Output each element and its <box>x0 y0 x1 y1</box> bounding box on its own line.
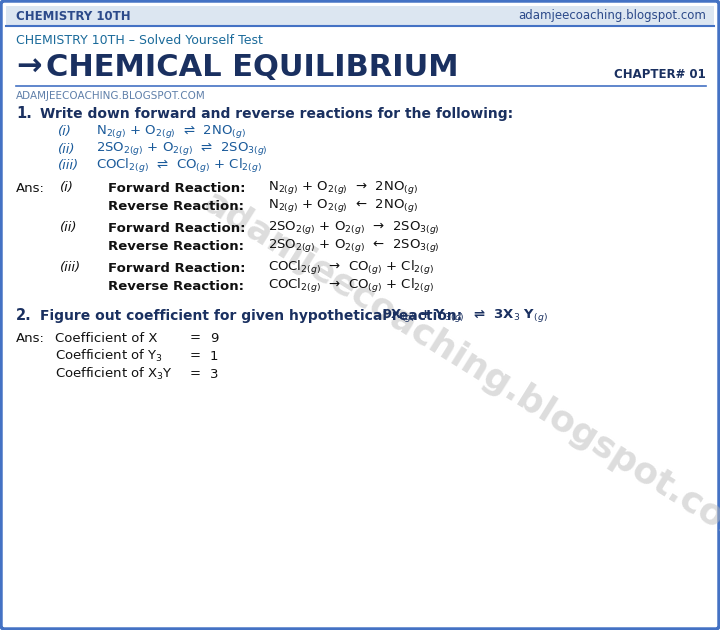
Text: 2SO$_{2(g)}$ + O$_{2(g)}$  ←  2SO$_{3(g)}$: 2SO$_{2(g)}$ + O$_{2(g)}$ ← 2SO$_{3(g)}$ <box>268 238 440 255</box>
Text: COCl$_{2(g)}$  →  CO$_{(g)}$ + Cl$_{2(g)}$: COCl$_{2(g)}$ → CO$_{(g)}$ + Cl$_{2(g)}$ <box>268 277 434 295</box>
Text: Reverse Reaction:: Reverse Reaction: <box>108 239 244 253</box>
Text: 2SO$_{2(g)}$ + O$_{2(g)}$  ⇌  2SO$_{3(g)}$: 2SO$_{2(g)}$ + O$_{2(g)}$ ⇌ 2SO$_{3(g)}$ <box>96 140 268 158</box>
Text: Ans:: Ans: <box>16 181 45 195</box>
Text: N$_{2(g)}$ + O$_{2(g)}$  ⇌  2NO$_{(g)}$: N$_{2(g)}$ + O$_{2(g)}$ ⇌ 2NO$_{(g)}$ <box>96 123 246 140</box>
Text: COCl$_{2(g)}$  ⇌  CO$_{(g)}$ + Cl$_{2(g)}$: COCl$_{2(g)}$ ⇌ CO$_{(g)}$ + Cl$_{2(g)}$ <box>96 157 262 175</box>
Text: 2.: 2. <box>16 309 32 323</box>
Text: (ii): (ii) <box>60 222 78 234</box>
Text: adamjeecoaching.blogspot.com: adamjeecoaching.blogspot.com <box>518 9 706 23</box>
Text: (iii): (iii) <box>58 159 79 173</box>
Text: 9: 9 <box>210 331 218 345</box>
Text: N$_{2(g)}$ + O$_{2(g)}$  ←  2NO$_{(g)}$: N$_{2(g)}$ + O$_{2(g)}$ ← 2NO$_{(g)}$ <box>268 197 418 214</box>
Text: ADAMJEECOACHING.BLOGSPOT.COM: ADAMJEECOACHING.BLOGSPOT.COM <box>16 91 206 101</box>
Text: (i): (i) <box>60 181 74 195</box>
Bar <box>6 6 714 26</box>
Text: Reverse Reaction:: Reverse Reaction: <box>108 280 244 292</box>
Text: Coefficient of X$_3$Y: Coefficient of X$_3$Y <box>55 366 173 382</box>
Text: 3: 3 <box>210 367 218 381</box>
Text: (iii): (iii) <box>60 261 81 275</box>
Text: CHEMISTRY 10TH: CHEMISTRY 10TH <box>16 9 130 23</box>
Text: 9X$_{(g)}$ + Y$_{3(g)}$  ⇌  3X$_3$ Y$_{(g)}$: 9X$_{(g)}$ + Y$_{3(g)}$ ⇌ 3X$_3$ Y$_{(g)… <box>382 307 548 324</box>
Text: (i): (i) <box>58 125 72 139</box>
Text: CHEMISTRY 10TH – Solved Yourself Test: CHEMISTRY 10TH – Solved Yourself Test <box>16 35 263 47</box>
Text: Reverse Reaction:: Reverse Reaction: <box>108 200 244 212</box>
Text: 2SO$_{2(g)}$ + O$_{2(g)}$  →  2SO$_{3(g)}$: 2SO$_{2(g)}$ + O$_{2(g)}$ → 2SO$_{3(g)}$ <box>268 219 440 236</box>
Text: Forward Reaction:: Forward Reaction: <box>108 222 246 234</box>
Text: 1: 1 <box>210 350 218 362</box>
Text: CHEMICAL EQUILIBRIUM: CHEMICAL EQUILIBRIUM <box>46 52 459 81</box>
Text: Write down forward and reverse reactions for the following:: Write down forward and reverse reactions… <box>40 107 513 121</box>
Text: =: = <box>190 367 201 381</box>
Text: COCl$_{2(g)}$  →  CO$_{(g)}$ + Cl$_{2(g)}$: COCl$_{2(g)}$ → CO$_{(g)}$ + Cl$_{2(g)}$ <box>268 259 434 277</box>
Text: CHAPTER# 01: CHAPTER# 01 <box>614 67 706 81</box>
Text: Coefficient of Y$_3$: Coefficient of Y$_3$ <box>55 348 163 364</box>
Text: Figure out coefficient for given hypothetical reaction:: Figure out coefficient for given hypothe… <box>40 309 462 323</box>
Text: 1.: 1. <box>16 106 32 122</box>
Text: adamjeecoaching.blogspot.com: adamjeecoaching.blogspot.com <box>197 185 720 555</box>
Text: =: = <box>190 331 201 345</box>
Text: Forward Reaction:: Forward Reaction: <box>108 261 246 275</box>
Text: N$_{2(g)}$ + O$_{2(g)}$  →  2NO$_{(g)}$: N$_{2(g)}$ + O$_{2(g)}$ → 2NO$_{(g)}$ <box>268 180 418 197</box>
Text: Coefficient of X: Coefficient of X <box>55 331 158 345</box>
Text: (ii): (ii) <box>58 142 76 156</box>
Text: =: = <box>190 350 201 362</box>
Text: Ans:: Ans: <box>16 331 45 345</box>
Text: →: → <box>16 52 42 81</box>
Text: Forward Reaction:: Forward Reaction: <box>108 181 246 195</box>
